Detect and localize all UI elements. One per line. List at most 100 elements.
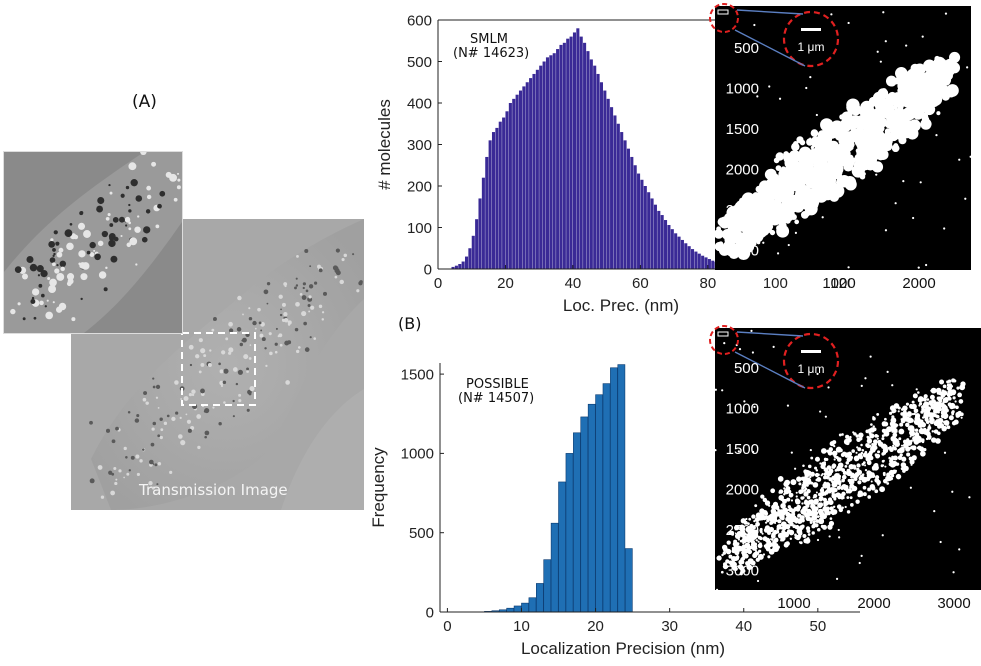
histogram-bar [643,186,647,269]
histogram-bar [468,248,472,269]
histogram-bar [630,156,634,269]
histogram-bar [595,394,603,613]
histogram-bar [451,266,455,269]
histogram-bar [528,597,537,613]
histogram-bar [572,32,577,270]
histogram-bar [602,383,611,613]
y-tick-label: 1000 [401,446,434,463]
zoom-inset-image [0,148,192,340]
histogram-bar [536,583,544,613]
histogram-bar [626,148,630,269]
x-tick-label: 120 [830,275,850,292]
zoom-inset-texture [0,148,192,340]
scale-bar-small [717,331,729,337]
histogram-bar [640,179,644,269]
histogram-bar [556,49,560,269]
histogram-bar [616,123,620,269]
zoom-connector-bottom [734,29,806,67]
zoom-source-circle [709,3,739,33]
histogram-bar [587,403,596,613]
histogram-bar [550,522,559,613]
smlm-annotation-title: SMLM [470,32,508,47]
histogram-bar [701,255,705,269]
histogram-bar [532,73,536,269]
histogram-bar [488,140,492,269]
image-x-tick-label: 2000 [857,595,890,612]
histogram-bar [529,78,533,269]
scale-bar [801,350,821,353]
histogram-bar [687,246,691,269]
histogram-bar [498,121,502,269]
x-tick-label: 20 [587,618,604,635]
histogram-bar [512,98,516,269]
histogram-bar [475,219,479,269]
y-tick-label: 200 [407,178,432,195]
y-tick-label: 0 [426,604,434,621]
y-axis-label: # molecules [375,99,394,190]
histogram-bar [610,107,614,270]
zoom-source-circle [709,325,739,355]
histogram-bar [542,61,546,269]
histogram-bar [586,51,590,269]
histogram-bar [522,86,526,270]
histogram-bar [667,225,671,269]
histogram-bar [525,82,529,269]
histogram-bar [670,229,674,269]
histogram-bar [518,90,523,269]
x-axis-label: Localization Precision (nm) [521,639,725,658]
image-y-tick-label: 1000 [726,81,759,98]
histogram-bar [569,36,573,269]
y-tick-label: 1500 [401,366,434,383]
histogram-bar [691,249,695,269]
zoom-target-circle [782,332,840,390]
panel-b-label: (B) [398,314,422,333]
histogram-bar [664,220,668,269]
x-tick-label: 50 [809,618,826,635]
y-tick-label: 0 [424,261,432,278]
histogram-bar [707,259,711,269]
histogram-bar [513,605,522,613]
histogram-bar [495,127,499,270]
histogram-bar [610,367,618,613]
image-y-tick-label: 1000 [726,401,759,418]
scale-bar [801,28,821,31]
x-axis-label: Loc. Prec. (nm) [563,296,679,315]
x-tick-label: 40 [565,275,582,292]
histogram-bar [491,132,496,269]
histogram-bar [617,364,626,613]
histogram-bar [623,140,627,269]
histogram-bar [633,165,637,269]
histogram-bar [637,173,641,269]
histogram-bar [653,204,657,269]
x-tick-label: 20 [497,275,514,292]
image-y-tick-label: 2500 [726,202,759,219]
histogram-bar [680,239,684,269]
possible-annotation-count: (N# 14507) [458,391,535,406]
histogram-bar [478,198,482,269]
localization-points [713,11,972,269]
histogram-bar [697,253,701,269]
histogram-bar [606,98,610,269]
histogram-bar [562,42,566,270]
histogram-bar [599,82,603,269]
panel-a-label: (A) [132,92,157,112]
image-y-tick-label: 2000 [726,482,759,499]
y-tick-label: 300 [407,137,432,154]
transmission-label: Transmission Image [139,481,288,499]
histogram-bar [505,111,509,269]
possible-annotation-title: POSSIBLE [466,377,529,392]
histogram-bar [620,132,624,269]
histogram-bar [549,55,553,270]
histogram-bar [515,94,519,269]
histogram-bar [613,115,617,269]
zoom-target-circle [782,10,840,68]
histogram-bar [583,42,587,270]
localization-points [714,329,971,591]
image-y-tick-label: 3000 [726,243,759,260]
histogram-bar [684,243,688,269]
image-x-tick-label: 3000 [937,595,970,612]
histogram-bar [566,38,570,269]
histogram-bar [580,416,589,613]
histogram-bar [694,251,698,269]
histogram-bar [545,57,550,269]
